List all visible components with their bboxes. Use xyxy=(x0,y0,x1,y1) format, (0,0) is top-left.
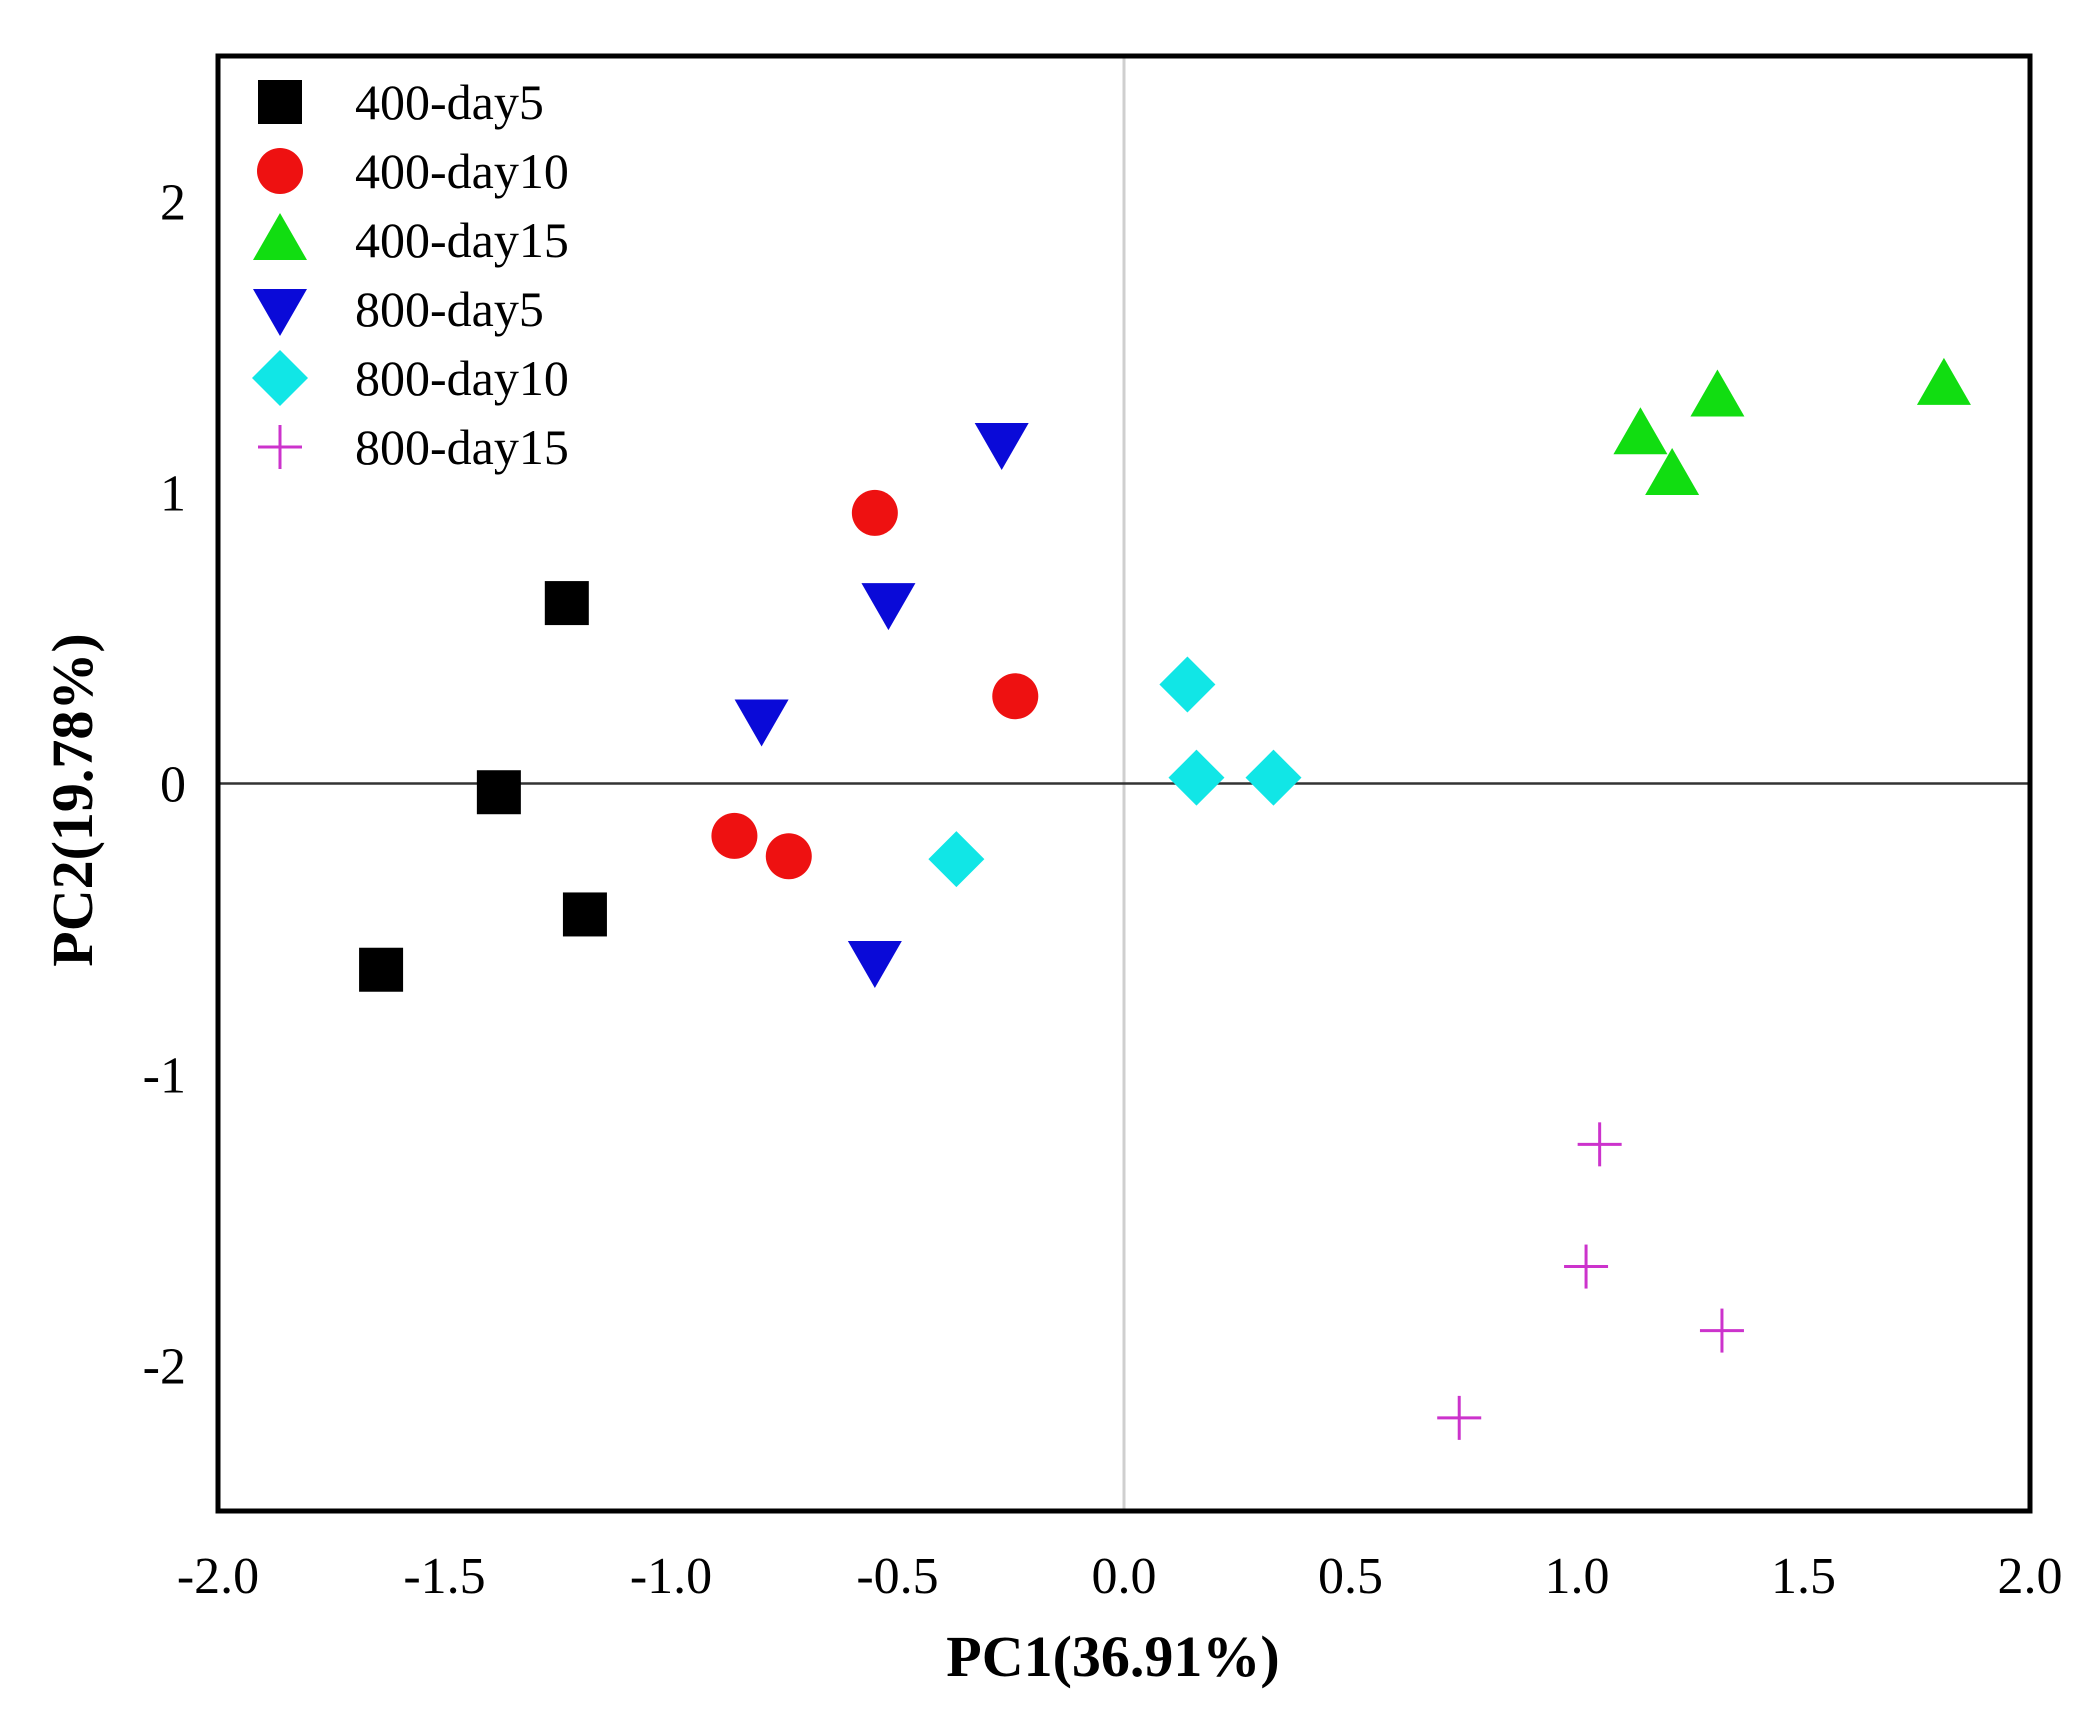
x-axis-title: PC1(36.91%) xyxy=(946,1624,1279,1689)
x-tick-label: -1.0 xyxy=(630,1548,712,1605)
legend-label: 800-day5 xyxy=(355,281,544,337)
data-point-800-day10 xyxy=(928,831,985,888)
legend-item: 400-day15 xyxy=(253,212,569,268)
data-point-800-day5 xyxy=(734,699,789,747)
x-tick-label: 2.0 xyxy=(1998,1548,2063,1605)
data-point-400-day5 xyxy=(562,892,607,937)
legend-label: 800-day15 xyxy=(355,419,569,475)
plot-frame xyxy=(215,53,2033,1514)
y-tick-label: 2 xyxy=(160,175,186,232)
legend-marker-800-day15 xyxy=(258,425,302,469)
y-tick-label: -1 xyxy=(143,1048,186,1105)
data-point-800-day5 xyxy=(974,423,1029,471)
data-point-800-day10 xyxy=(1168,749,1225,806)
x-tick-label: -0.5 xyxy=(856,1548,938,1605)
x-tick-label: -1.5 xyxy=(403,1548,485,1605)
data-point-400-day15 xyxy=(1690,369,1745,417)
legend-marker-400-day15 xyxy=(253,213,307,260)
legend-label: 400-day10 xyxy=(355,143,569,199)
legend-label: 800-day10 xyxy=(355,350,569,406)
y-tick-label: 0 xyxy=(160,757,186,814)
legend: 400-day5 400-day10 400-day15 800-day5 800-da… xyxy=(252,74,569,475)
x-tick-label: -2.0 xyxy=(177,1548,259,1605)
data-point-800-day10 xyxy=(1245,749,1302,806)
data-point-800-day5 xyxy=(861,583,916,631)
x-tick-label: 1.5 xyxy=(1771,1548,1836,1605)
data-point-800-day15 xyxy=(1437,1395,1482,1440)
legend-item: 400-day5 xyxy=(258,74,544,130)
legend-marker-800-day5 xyxy=(253,289,307,336)
data-point-400-day10 xyxy=(765,833,812,880)
data-point-800-day5 xyxy=(847,941,902,989)
legend-item: 800-day5 xyxy=(253,281,544,337)
data-point-400-day5 xyxy=(359,947,404,992)
x-tick-label: 0.5 xyxy=(1318,1548,1383,1605)
legend-marker-400-day10 xyxy=(257,148,303,194)
data-points xyxy=(359,357,1971,1440)
data-point-400-day15 xyxy=(1613,407,1668,455)
legend-label: 400-day5 xyxy=(355,74,544,130)
legend-item: 800-day15 xyxy=(258,419,569,475)
data-point-400-day15 xyxy=(1916,357,1971,405)
data-point-400-day10 xyxy=(992,673,1039,720)
legend-marker-400-day5 xyxy=(258,80,302,124)
legend-item: 400-day10 xyxy=(257,143,569,199)
legend-label: 400-day15 xyxy=(355,212,569,268)
x-tick-label: 1.0 xyxy=(1545,1548,1610,1605)
data-point-800-day15 xyxy=(1699,1308,1744,1353)
data-point-400-day5 xyxy=(544,581,589,626)
x-tick-label: 0.0 xyxy=(1092,1548,1157,1605)
data-point-400-day10 xyxy=(851,489,898,536)
y-tick-label: 1 xyxy=(160,466,186,523)
legend-marker-800-day10 xyxy=(252,350,308,406)
data-point-800-day10 xyxy=(1159,656,1216,713)
data-point-400-day5 xyxy=(476,770,521,815)
data-point-400-day15 xyxy=(1645,448,1700,496)
data-point-800-day15 xyxy=(1564,1244,1609,1289)
y-axis-title: PC2(19.78%) xyxy=(40,633,105,966)
y-tick-label: -2 xyxy=(143,1339,186,1396)
axis-ticks: -2.0 -1.5 -1.0 -0.5 0.0 0.5 1.0 1.5 2.0 2 1 0 -1 -2 xyxy=(143,175,2063,1606)
data-point-400-day10 xyxy=(711,812,758,859)
legend-item: 800-day10 xyxy=(252,350,569,406)
data-point-800-day15 xyxy=(1577,1122,1622,1167)
